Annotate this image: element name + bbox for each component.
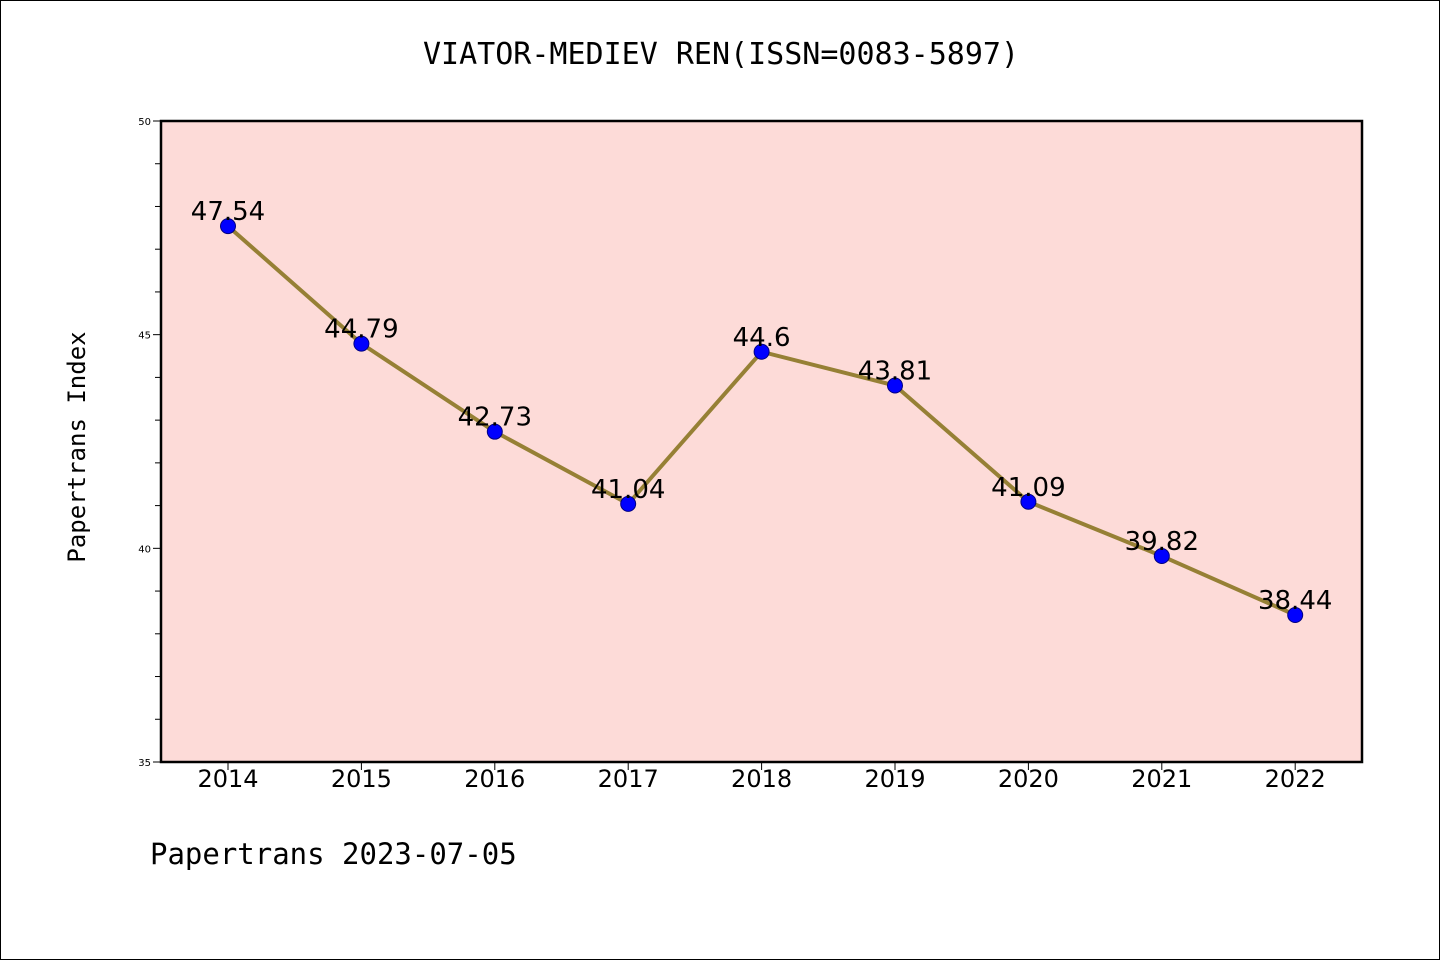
x-tick-label: 2014 <box>197 765 258 793</box>
chart-title: VIATOR-MEDIEV REN(ISSN=0083-5897) <box>422 37 1020 72</box>
y-tick-label: 40 <box>138 544 151 555</box>
x-tick-label: 2019 <box>864 765 925 793</box>
data-label: 41.04 <box>591 475 665 505</box>
data-point <box>486 423 503 440</box>
data-point <box>753 343 770 360</box>
data-label: 44.79 <box>324 315 398 345</box>
data-point <box>1020 493 1037 510</box>
y-tick-label: 50 <box>138 117 151 128</box>
x-tick-label: 2015 <box>331 765 392 793</box>
data-label: 41.09 <box>991 473 1065 503</box>
data-point <box>887 377 903 394</box>
data-label: 44.6 <box>733 323 791 353</box>
footer-date: Papertrans 2023-07-05 <box>150 837 517 871</box>
plot-area <box>159 119 1364 764</box>
x-tick-label: 2021 <box>1131 765 1192 793</box>
data-point <box>220 218 236 235</box>
data-label: 43.81 <box>858 357 932 387</box>
data-label: 42.73 <box>458 403 532 433</box>
data-point <box>353 335 370 352</box>
x-tick-label: 2017 <box>598 765 659 793</box>
data-label: 47.54 <box>191 197 265 227</box>
data-point <box>620 495 637 512</box>
x-tick-label: 2016 <box>464 765 525 793</box>
data-point <box>1287 606 1304 623</box>
y-tick-label: 45 <box>138 331 151 342</box>
data-label: 38.44 <box>1258 586 1332 616</box>
x-tick-label: 2018 <box>731 765 792 793</box>
data-label: 39.82 <box>1125 527 1199 557</box>
x-tick-label: 2022 <box>1265 765 1326 793</box>
y-tick-label: 35 <box>138 758 151 769</box>
data-point <box>1153 548 1170 565</box>
x-tick-label: 2020 <box>998 765 1059 793</box>
